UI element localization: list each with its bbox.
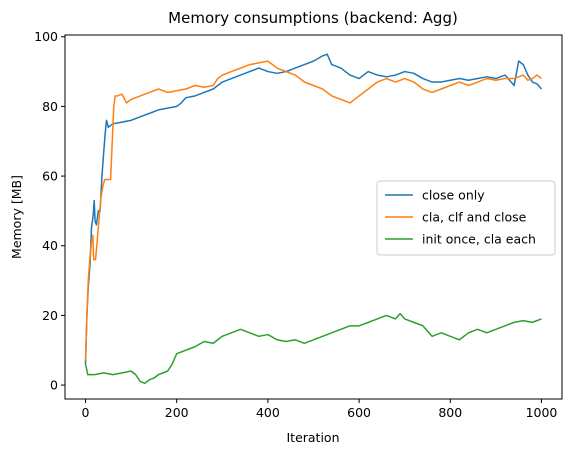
series-line-3 xyxy=(84,312,542,385)
y-tick-label: 60 xyxy=(42,169,58,184)
legend-label-1: close only xyxy=(422,188,485,203)
y-tick-label: 20 xyxy=(42,308,58,323)
x-tick-label: 600 xyxy=(347,405,371,420)
x-tick-label: 800 xyxy=(438,405,462,420)
y-tick-label: 100 xyxy=(34,29,58,44)
x-tick-label: 0 xyxy=(82,405,90,420)
legend-label-2: cla, clf and close xyxy=(422,210,527,225)
y-axis-label: Memory [MB] xyxy=(9,175,24,259)
legend-box xyxy=(376,180,556,256)
chart-title: Memory consumptions (backend: Agg) xyxy=(168,9,458,27)
series-layer xyxy=(84,53,543,385)
legend: close only cla, clf and close init once, c… xyxy=(376,180,556,256)
ticks-layer: 0 200 400 600 800 1000 0 20 40 60 80 100 xyxy=(34,29,557,420)
series-line-2 xyxy=(84,60,542,361)
plot-frame xyxy=(64,34,563,400)
y-tick-label: 80 xyxy=(42,99,58,114)
series-line-1 xyxy=(84,53,543,365)
legend-label-3: init once, cla each xyxy=(422,232,536,247)
y-tick-label: 0 xyxy=(50,378,58,393)
x-tick-label: 1000 xyxy=(526,405,558,420)
x-tick-label: 400 xyxy=(256,405,280,420)
x-tick-label: 200 xyxy=(165,405,189,420)
y-tick-label: 40 xyxy=(42,238,58,253)
x-axis-label: Iteration xyxy=(286,430,339,445)
